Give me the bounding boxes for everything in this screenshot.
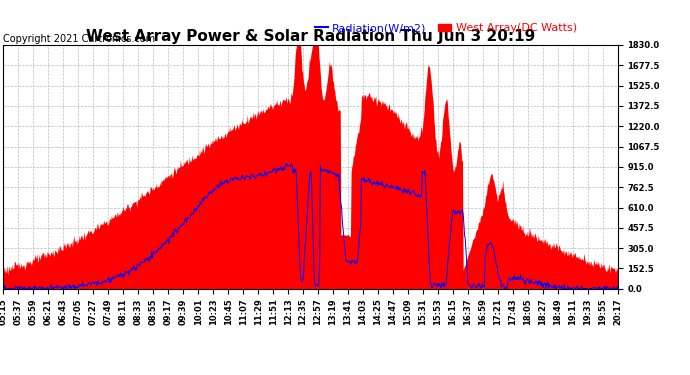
Title: West Array Power & Solar Radiation Thu Jun 3 20:19: West Array Power & Solar Radiation Thu J… [86,29,535,44]
Legend: Radiation(W/m2), West Array(DC Watts): Radiation(W/m2), West Array(DC Watts) [310,19,581,38]
Text: Copyright 2021 Cartronics.com: Copyright 2021 Cartronics.com [3,34,155,44]
